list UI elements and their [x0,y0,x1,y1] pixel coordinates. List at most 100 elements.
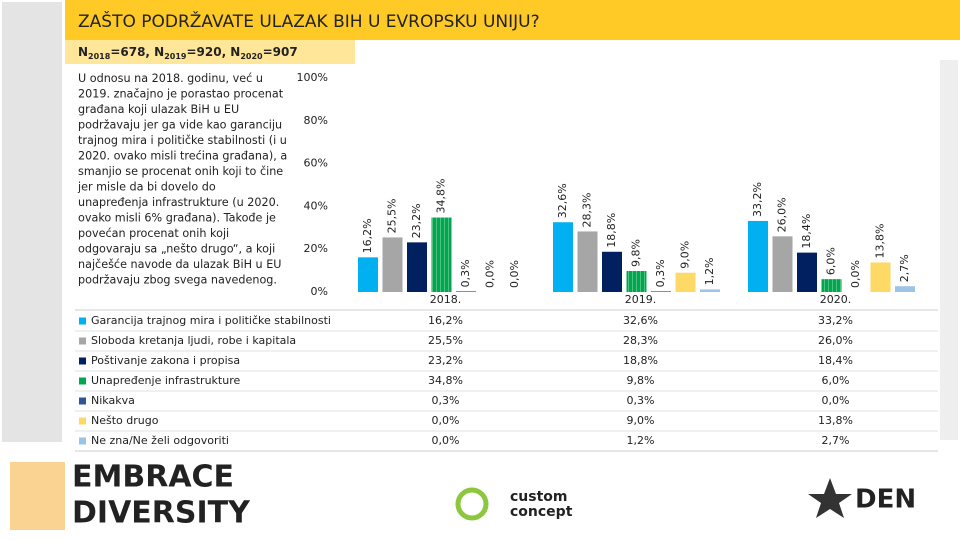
legend-swatch [79,317,86,325]
subtitle-part: 2018 [88,52,111,61]
bar [870,262,891,292]
table-cell: 18,4% [818,354,853,367]
data-label: 28,3% [581,192,594,227]
note-line: građana koji ulazak BiH u EU [78,103,239,116]
table-cell: 26,0% [818,334,853,347]
bar [382,237,403,292]
data-label: 9,8% [630,239,643,267]
logo-text: concept [510,504,573,520]
bar [797,252,817,292]
bar [553,222,573,292]
table-cell: 0,0% [822,394,850,407]
subtitle-part: =678, N [110,45,164,59]
note-line: 2020. ovako misli trećina građana), a [78,150,287,163]
legend-label: Garancija trajnog mira i političke stabi… [91,314,331,327]
y-tick-label: 20% [304,242,328,255]
title: ZAŠTO PODRŽAVATE ULAZAK BIH U EVROPSKU U… [78,10,540,32]
subtitle-part: 2019 [164,52,187,61]
legend-label: Unapređenje infrastrukture [91,374,240,387]
bar [895,286,915,292]
data-label: 0,0% [849,260,862,288]
subtitle-part: =920, N [186,45,240,59]
data-label: 13,8% [874,224,887,259]
data-label: 1,2% [703,257,716,285]
logo-text: DEN [855,485,916,515]
note-line: podržavaju zbog svega navedenog. [78,274,277,287]
table-cell: 34,8% [428,374,463,387]
table-cell: 9,0% [627,414,655,427]
y-tick-label: 0% [311,285,328,298]
x-tick-label: 2018. [430,293,462,306]
table-cell: 0,0% [432,414,460,427]
bar [651,291,671,292]
subtitle-bar [65,40,355,64]
legend-label: Nikakva [91,394,135,407]
y-tick-label: 60% [304,157,328,170]
note-line: podržavaju jer ga vide kao garanciju [78,119,282,132]
data-label: 18,8% [605,213,618,248]
data-label: 0,3% [654,259,667,287]
legend-swatch [79,337,86,345]
bar [456,291,476,292]
y-tick-label: 80% [304,114,328,127]
table-cell: 1,2% [627,434,655,447]
data-label: 26,0% [776,197,789,232]
note-line: trajnog mira i političke stabilnosti (i … [78,134,287,147]
data-label: 16,2% [361,218,374,253]
bar [626,271,647,292]
bar [675,272,696,292]
subtitle-part: =907 [263,45,298,59]
data-label: 34,8% [435,179,448,214]
bar [602,251,622,292]
data-label: 6,0% [825,247,838,275]
bar [577,231,598,292]
legend-swatch [79,397,86,405]
logo-embrace: EMBRACE DIVERSITY [10,460,251,531]
data-label: 0,0% [508,260,521,288]
bar [431,217,452,292]
logo-custom: custom concept [455,487,573,521]
table-cell: 23,2% [428,354,463,367]
table-cell: 25,5% [428,334,463,347]
bar [407,242,427,292]
table-cell: 16,2% [428,314,463,327]
subtitle-part: 2020 [240,52,263,61]
left-strip [2,2,958,442]
legend-swatch [79,357,86,365]
note-line: najčešće navode da ulazak BiH u EU [78,258,281,271]
note-line: jer misle da bi dovelo do [77,181,216,194]
legend-label: Nešto drugo [91,414,159,427]
table-cell: 18,8% [623,354,658,367]
legend-swatch [79,377,86,385]
note-line: ovako misli 6% građana). Takođe je [78,212,276,225]
subtitle-part: N [78,45,88,59]
title-bar [65,0,960,40]
x-tick-label: 2020. [820,293,852,306]
subtitle: N2018=678, N2019=920, N2020=907 [78,45,298,62]
table-cell: 0,0% [432,434,460,447]
note-line: U odnosu na 2018. godinu, već u [78,72,263,85]
table-cell: 0,3% [627,394,655,407]
x-tick-label: 2019. [625,293,657,306]
table-cell: 32,6% [623,314,658,327]
note-line: povećan procenat onih koji [78,227,229,240]
bar [772,236,793,292]
data-label: 25,5% [386,198,399,233]
data-label: 33,2% [751,182,764,217]
logo-text: custom [510,489,568,505]
table-cell: 0,3% [432,394,460,407]
data-label: 0,0% [484,260,497,288]
y-tick-label: 100% [297,71,328,84]
table-cell: 2,7% [822,434,850,447]
note-line: unapređenja infrastrukture (u 2020. [78,196,279,209]
bar [748,220,768,292]
bar [358,257,378,292]
legend-label: Poštivanje zakona i propisa [91,354,240,367]
legend-label: Ne zna/Ne želi odgovoriti [91,434,229,447]
legend-label: Sloboda kretanja ljudi, robe i kapitala [91,334,296,347]
legend-swatch [79,437,86,445]
data-label: 32,6% [556,183,569,218]
data-label: 2,7% [898,254,911,282]
bar [700,289,720,292]
